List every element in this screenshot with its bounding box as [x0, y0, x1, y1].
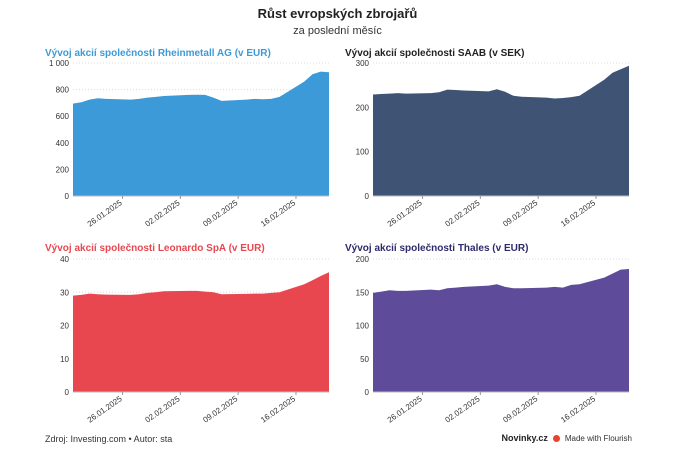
- y-tick-label-saab: 300: [356, 59, 370, 68]
- x-tick-label-saab: 26.01.2025: [386, 198, 424, 229]
- flourish-credit[interactable]: Made with Flourish: [564, 433, 632, 443]
- panel-title-rheinmetall: Vývoj akcií společnosti Rheinmetall AG (…: [45, 48, 271, 59]
- area-series-leonardo: [73, 272, 329, 392]
- panel-title-thales: Vývoj akcií společnosti Thales (v EUR): [345, 243, 529, 254]
- source-note: Zdroj: Investing.com • Autor: sta: [45, 434, 173, 444]
- x-tick-label-saab: 09.02.2025: [501, 198, 539, 229]
- x-tick-label-rheinmetall: 02.02.2025: [144, 198, 182, 229]
- y-tick-label-rheinmetall: 600: [56, 112, 70, 121]
- chart-rheinmetall: 0 200 400 600 800 1 000 26.01.2025 02.02.2025 09…: [49, 59, 329, 229]
- y-tick-label-thales: 100: [356, 322, 370, 331]
- y-tick-label-rheinmetall: 400: [56, 139, 70, 148]
- x-tick-label-saab: 02.02.2025: [444, 198, 482, 229]
- y-tick-label-saab: 200: [356, 103, 370, 112]
- y-tick-label-leonardo: 0: [65, 388, 70, 397]
- y-tick-label-rheinmetall: 800: [56, 86, 70, 95]
- y-tick-label-rheinmetall: 0: [65, 192, 70, 201]
- area-series-rheinmetall: [73, 71, 329, 196]
- x-tick-label-thales: 02.02.2025: [444, 394, 482, 425]
- x-tick-label-rheinmetall: 09.02.2025: [201, 198, 239, 229]
- y-tick-label-thales: 50: [360, 355, 369, 364]
- y-tick-label-leonardo: 30: [60, 288, 69, 297]
- chart-leonardo: 0 10 20 30 40 26.01.2025 02.02.2025 09.02.2025 1…: [60, 255, 329, 425]
- y-tick-label-thales: 0: [365, 388, 370, 397]
- y-tick-label-leonardo: 20: [60, 322, 69, 331]
- x-tick-label-leonardo: 26.01.2025: [86, 394, 124, 425]
- chart-subtitle: za poslední měsíc: [293, 25, 382, 37]
- x-tick-label-rheinmetall: 16.02.2025: [259, 198, 297, 229]
- panel-title-leonardo: Vývoj akcií společnosti Leonardo SpA (v …: [45, 243, 265, 254]
- x-tick-label-leonardo: 16.02.2025: [259, 394, 297, 425]
- x-tick-label-rheinmetall: 26.01.2025: [86, 198, 124, 229]
- chart-title: Růst evropských zbrojařů: [257, 6, 418, 21]
- chart-thales: 0 50 100 150 200 26.01.2025 02.02.2025 09.02.20…: [356, 255, 629, 425]
- x-tick-label-saab: 16.02.2025: [559, 198, 597, 229]
- panel-title-saab: Vývoj akcií společnosti SAAB (v SEK): [345, 48, 525, 59]
- y-tick-label-rheinmetall: 200: [56, 165, 70, 174]
- x-tick-label-thales: 16.02.2025: [559, 394, 597, 425]
- x-tick-label-thales: 26.01.2025: [386, 394, 424, 425]
- novinky-logo[interactable]: Novinky.cz: [501, 433, 548, 443]
- y-tick-label-saab: 0: [365, 192, 370, 201]
- y-tick-label-rheinmetall: 1 000: [49, 59, 70, 68]
- y-tick-label-thales: 200: [356, 255, 370, 264]
- y-tick-label-saab: 100: [356, 148, 370, 157]
- brand-footer: Novinky.cz Made with Flourish: [502, 433, 633, 443]
- chart-saab: 0 100 200 300 26.01.2025 02.02.2025 09.02.2025…: [356, 59, 629, 229]
- x-tick-label-leonardo: 02.02.2025: [144, 394, 182, 425]
- y-tick-label-leonardo: 10: [60, 355, 69, 364]
- y-tick-label-thales: 150: [356, 288, 370, 297]
- flourish-icon: [552, 434, 560, 442]
- x-tick-label-thales: 09.02.2025: [501, 394, 539, 425]
- y-tick-label-leonardo: 40: [60, 255, 69, 264]
- x-tick-label-leonardo: 09.02.2025: [201, 394, 239, 425]
- area-series-saab: [373, 65, 629, 196]
- area-series-thales: [373, 269, 629, 392]
